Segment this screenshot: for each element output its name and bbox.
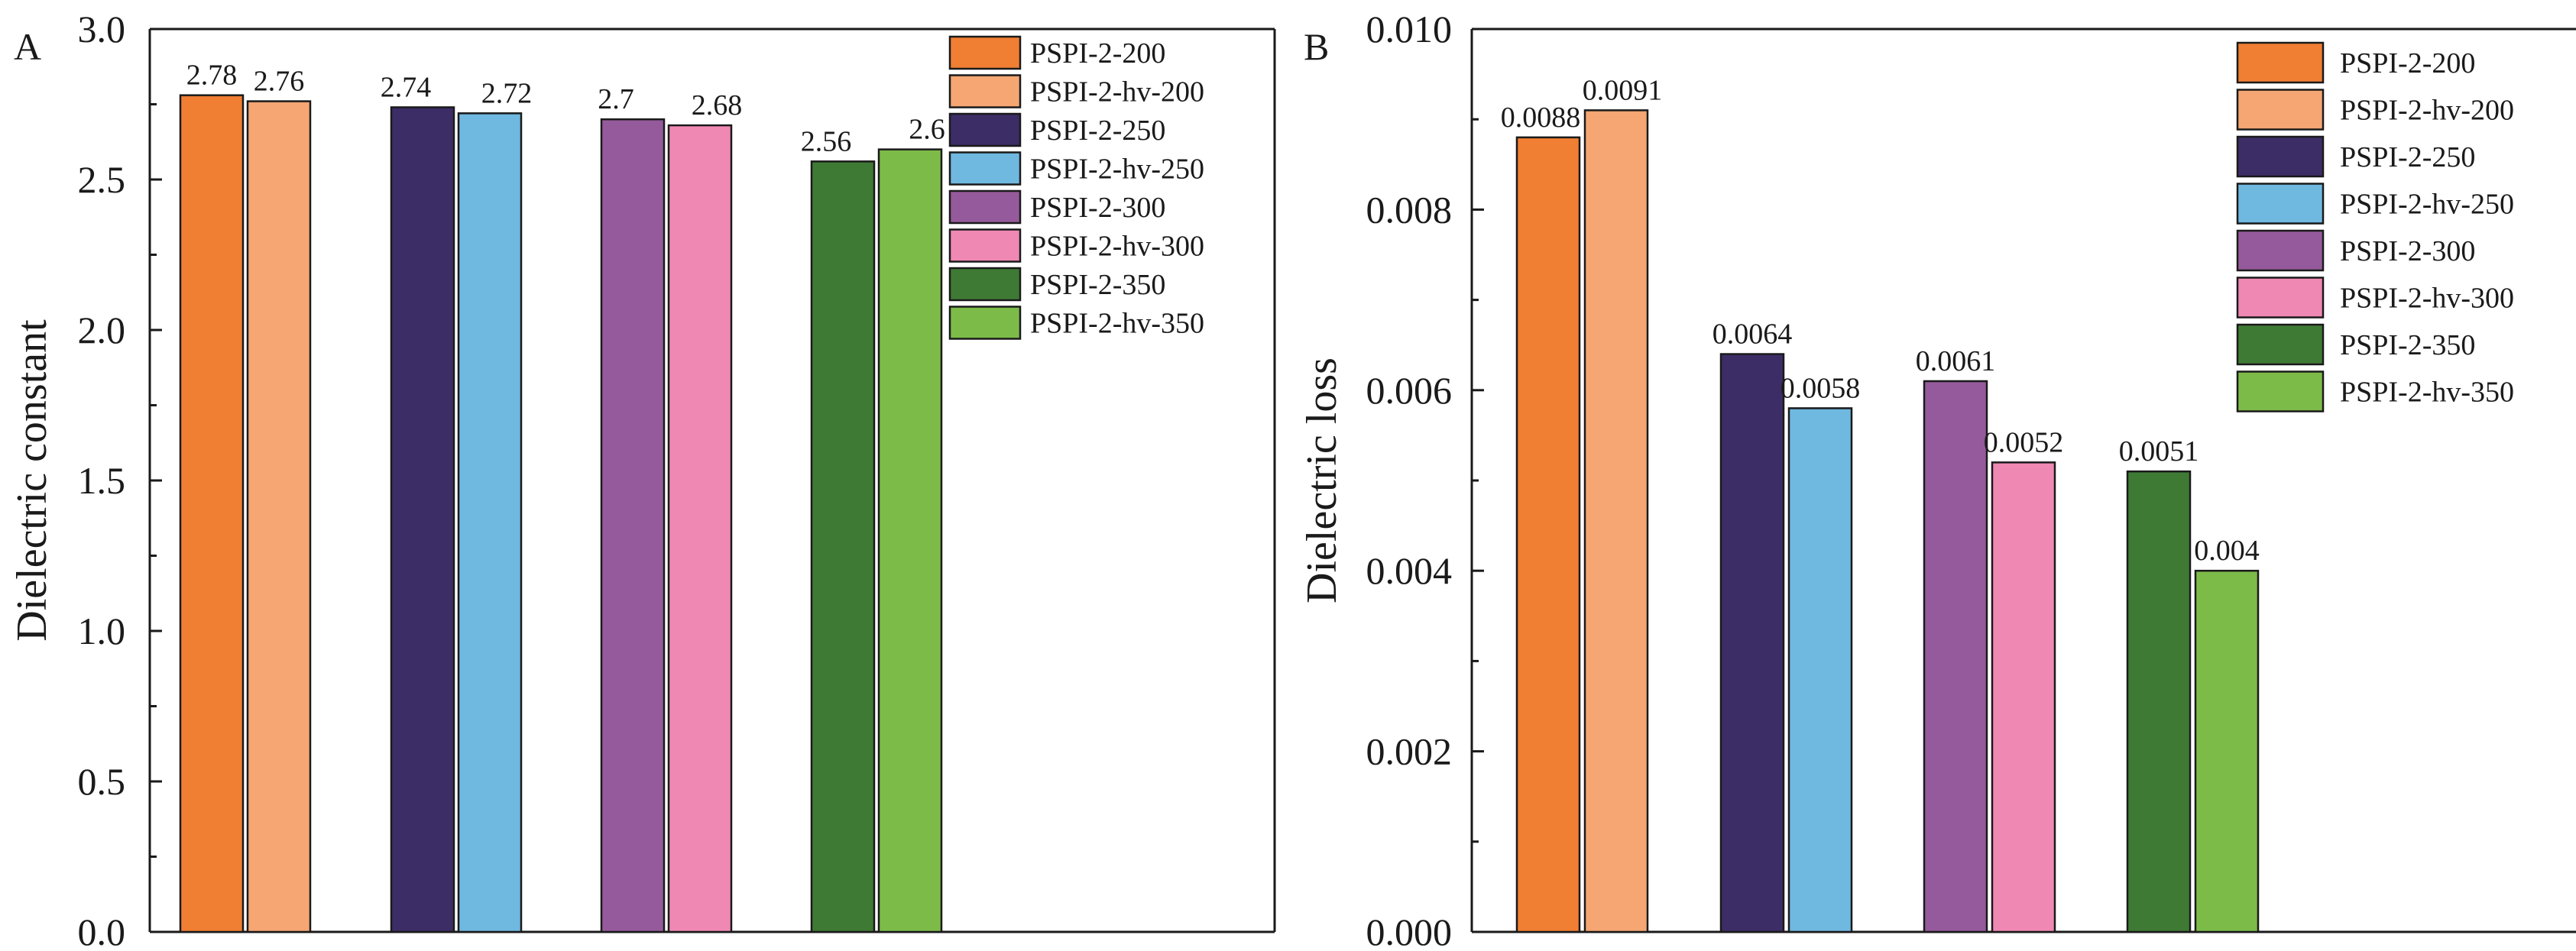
y-tick-label: 0.008 — [1366, 188, 1453, 231]
legend-label-pspi-2-hv-350: PSPI-2-hv-350 — [2340, 377, 2514, 409]
legend: PSPI-2-200 PSPI-2-hv-200 PSPI-2-250 PSPI-2-… — [948, 35, 1204, 340]
y-axis-title: Dielectric loss — [1298, 357, 1346, 603]
bar-pspi-2-hv-300 — [1991, 461, 2056, 933]
data-label-pspi-2-hv-250: 0.0058 — [1781, 372, 1861, 404]
legend-label-pspi-2-250: PSPI-2-250 — [2340, 141, 2475, 173]
data-label-pspi-2-hv-200: 2.76 — [254, 66, 305, 98]
legend-swatch-pspi-2-200 — [2236, 41, 2325, 84]
y-tick-label: 0.010 — [1366, 8, 1453, 50]
y-tick-label: 2.5 — [78, 158, 126, 201]
bar-pspi-2-hv-250 — [1787, 407, 1853, 933]
data-label-pspi-2-300: 0.0061 — [1916, 345, 1996, 377]
legend-label-pspi-2-hv-250: PSPI-2-hv-250 — [2340, 189, 2514, 221]
data-label-pspi-2-350: 0.0051 — [2119, 435, 2199, 467]
y-tick-label: 2.0 — [78, 309, 126, 351]
y-tick-label: 0.5 — [78, 760, 126, 803]
y-tick-label: 1.0 — [78, 610, 126, 652]
legend-swatch-pspi-2-250 — [948, 112, 1022, 147]
y-tick-label: 0.000 — [1366, 911, 1453, 951]
bar-pspi-2-hv-300 — [667, 124, 733, 933]
legend-swatch-pspi-2-200 — [948, 35, 1022, 70]
bar-pspi-2-200 — [1515, 136, 1581, 933]
legend-label-pspi-2-hv-250: PSPI-2-hv-250 — [1030, 154, 1204, 186]
bar-pspi-2-hv-350 — [2194, 569, 2260, 933]
legend-label-pspi-2-hv-300: PSPI-2-hv-300 — [1030, 231, 1204, 263]
y-tick-label: 1.5 — [78, 459, 126, 502]
legend-swatch-pspi-2-hv-200 — [2236, 89, 2325, 131]
panel-a-dielectric-constant-chart: 0.0 0.5 1.0 1.5 2.0 2.5 3.0 Dielectric constant… — [8, 8, 1276, 951]
bar-pspi-2-300 — [600, 118, 666, 933]
bar-pspi-2-250 — [1719, 353, 1785, 933]
data-label-pspi-2-hv-350: 0.004 — [2194, 535, 2260, 567]
legend-label-pspi-2-hv-200: PSPI-2-hv-200 — [1030, 76, 1204, 108]
data-label-pspi-2-hv-200: 0.0091 — [1583, 74, 1663, 106]
bar-pspi-2-350 — [810, 160, 876, 933]
data-label-pspi-2-200: 0.0088 — [1501, 102, 1581, 134]
legend-label-pspi-2-hv-300: PSPI-2-hv-300 — [2340, 283, 2514, 315]
data-label-pspi-2-hv-250: 2.72 — [481, 77, 533, 109]
bar-pspi-2-hv-350 — [877, 148, 943, 933]
panel-letter: A — [14, 25, 41, 68]
bar-pspi-2-hv-200 — [1583, 109, 1649, 933]
legend-swatch-pspi-2-hv-300 — [948, 228, 1022, 263]
bar-pspi-2-hv-250 — [457, 112, 523, 933]
legend-swatch-pspi-2-hv-350 — [948, 306, 1022, 340]
legend-swatch-pspi-2-350 — [948, 267, 1022, 302]
bar-pspi-2-hv-200 — [246, 100, 312, 933]
y-tick-label: 0.002 — [1366, 730, 1453, 773]
data-label-pspi-2-hv-300: 0.0052 — [1984, 426, 2064, 458]
panel-b-dielectric-loss-chart: 0.000 0.002 0.004 0.006 0.008 0.010 Dielectric… — [1298, 8, 2576, 951]
bar-pspi-2-350 — [2126, 470, 2192, 933]
legend-label-pspi-2-hv-350: PSPI-2-hv-350 — [1030, 308, 1204, 340]
y-tick-label: 0.004 — [1366, 549, 1453, 592]
legend-swatch-pspi-2-350 — [2236, 323, 2325, 366]
legend-label-pspi-2-300: PSPI-2-300 — [2340, 235, 2475, 267]
legend-swatch-pspi-2-250 — [2236, 135, 2325, 178]
legend-label-pspi-2-250: PSPI-2-250 — [1030, 115, 1165, 147]
legend-label-pspi-2-350: PSPI-2-350 — [1030, 269, 1165, 301]
y-axis-title: Dielectric constant — [8, 319, 56, 642]
legend-swatch-pspi-2-hv-250 — [948, 151, 1022, 186]
y-tick-label: 3.0 — [78, 8, 126, 50]
data-label-pspi-2-200: 2.78 — [186, 60, 238, 92]
legend-label-pspi-2-300: PSPI-2-300 — [1030, 192, 1165, 224]
legend-swatch-pspi-2-300 — [948, 189, 1022, 225]
bar-pspi-2-250 — [390, 106, 455, 933]
y-tick-label: 0.0 — [78, 911, 126, 951]
legend-swatch-pspi-2-hv-350 — [2236, 370, 2325, 412]
legend-swatch-pspi-2-hv-200 — [948, 74, 1022, 108]
legend-label-pspi-2-200: PSPI-2-200 — [2340, 47, 2475, 79]
panel-letter: B — [1304, 25, 1329, 68]
legend-swatch-pspi-2-hv-300 — [2236, 277, 2325, 319]
legend-swatch-pspi-2-300 — [2236, 229, 2325, 272]
bar-pspi-2-300 — [1923, 380, 1988, 933]
legend-label-pspi-2-hv-200: PSPI-2-hv-200 — [2340, 95, 2514, 127]
data-label-pspi-2-250: 2.74 — [381, 71, 432, 103]
data-label-pspi-2-hv-350: 2.6 — [909, 114, 945, 146]
y-tick-label: 0.006 — [1366, 369, 1453, 412]
data-label-pspi-2-250: 0.0064 — [1712, 319, 1793, 351]
legend-label-pspi-2-200: PSPI-2-200 — [1030, 37, 1165, 70]
bar-pspi-2-200 — [179, 94, 245, 933]
legend-swatch-pspi-2-hv-250 — [2236, 183, 2325, 225]
legend-label-pspi-2-350: PSPI-2-350 — [2340, 329, 2475, 361]
data-label-pspi-2-300: 2.7 — [598, 83, 634, 115]
data-label-pspi-2-hv-300: 2.68 — [692, 89, 743, 121]
legend: PSPI-2-200 PSPI-2-hv-200 PSPI-2-250 PSPI-2-… — [2236, 41, 2514, 412]
data-label-pspi-2-350: 2.56 — [801, 125, 852, 157]
